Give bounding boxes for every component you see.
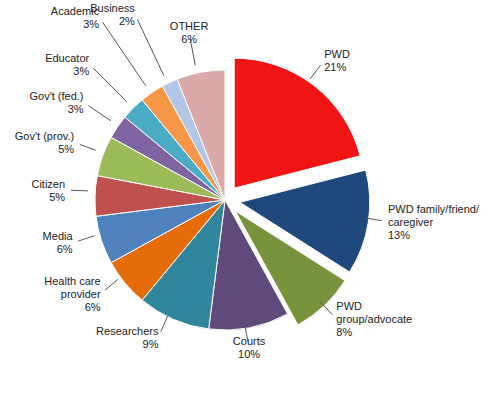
svg-text:Business2%: Business2% (90, 2, 135, 27)
svg-text:Courts10%: Courts10% (233, 335, 266, 360)
svg-text:Gov't (fed.)3%: Gov't (fed.)3% (29, 90, 83, 115)
svg-text:Health careprovider6%: Health careprovider6% (44, 275, 101, 313)
svg-text:Citizen5%: Citizen5% (31, 178, 65, 203)
svg-text:PWD family/friend/caregiver13%: PWD family/friend/caregiver13% (388, 203, 480, 241)
svg-text:PWDgroup/advocate8%: PWDgroup/advocate8% (336, 300, 412, 338)
svg-text:PWD21%: PWD21% (324, 48, 350, 73)
svg-text:Educator3%: Educator3% (45, 52, 89, 77)
svg-text:OTHER6%: OTHER6% (170, 20, 209, 45)
svg-text:Media6%: Media6% (43, 230, 74, 255)
svg-text:Researchers9%: Researchers9% (96, 325, 159, 350)
svg-text:Gov't (prov.)5%: Gov't (prov.)5% (15, 130, 75, 155)
